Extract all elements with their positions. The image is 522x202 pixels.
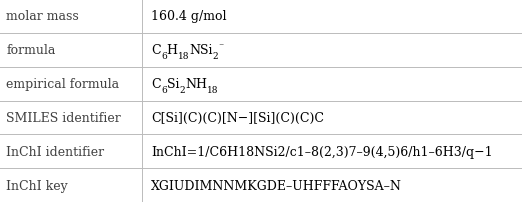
Text: 6: 6	[161, 52, 167, 61]
Text: 18: 18	[178, 52, 189, 61]
Text: H: H	[167, 44, 178, 57]
Text: Si: Si	[167, 78, 179, 91]
Text: C: C	[151, 78, 161, 91]
Text: empirical formula: empirical formula	[6, 78, 120, 91]
Text: 2: 2	[179, 86, 185, 95]
Text: InChI identifier: InChI identifier	[6, 145, 104, 158]
Text: 2: 2	[213, 52, 218, 61]
Text: 160.4 g/mol: 160.4 g/mol	[151, 10, 227, 23]
Text: XGIUDIMNNMKGDE–UHFFFAOYSA–N: XGIUDIMNNMKGDE–UHFFFAOYSA–N	[151, 179, 402, 192]
Text: SMILES identifier: SMILES identifier	[6, 111, 121, 124]
Text: NSi: NSi	[189, 44, 213, 57]
Text: InChI key: InChI key	[6, 179, 68, 192]
Text: C[Si](C)(C)[N−][Si](C)(C)C: C[Si](C)(C)[N−][Si](C)(C)C	[151, 111, 324, 124]
Text: C: C	[151, 44, 161, 57]
Text: formula: formula	[6, 44, 56, 57]
Text: ⁻: ⁻	[218, 42, 223, 51]
Text: NH: NH	[185, 78, 207, 91]
Text: molar mass: molar mass	[6, 10, 79, 23]
Text: InChI=1/C6H18NSi2/c1–8(2,3)7–9(4,5)6/h1–6H3/q−1: InChI=1/C6H18NSi2/c1–8(2,3)7–9(4,5)6/h1–…	[151, 145, 493, 158]
Text: 18: 18	[207, 86, 218, 95]
Text: 6: 6	[161, 86, 167, 95]
